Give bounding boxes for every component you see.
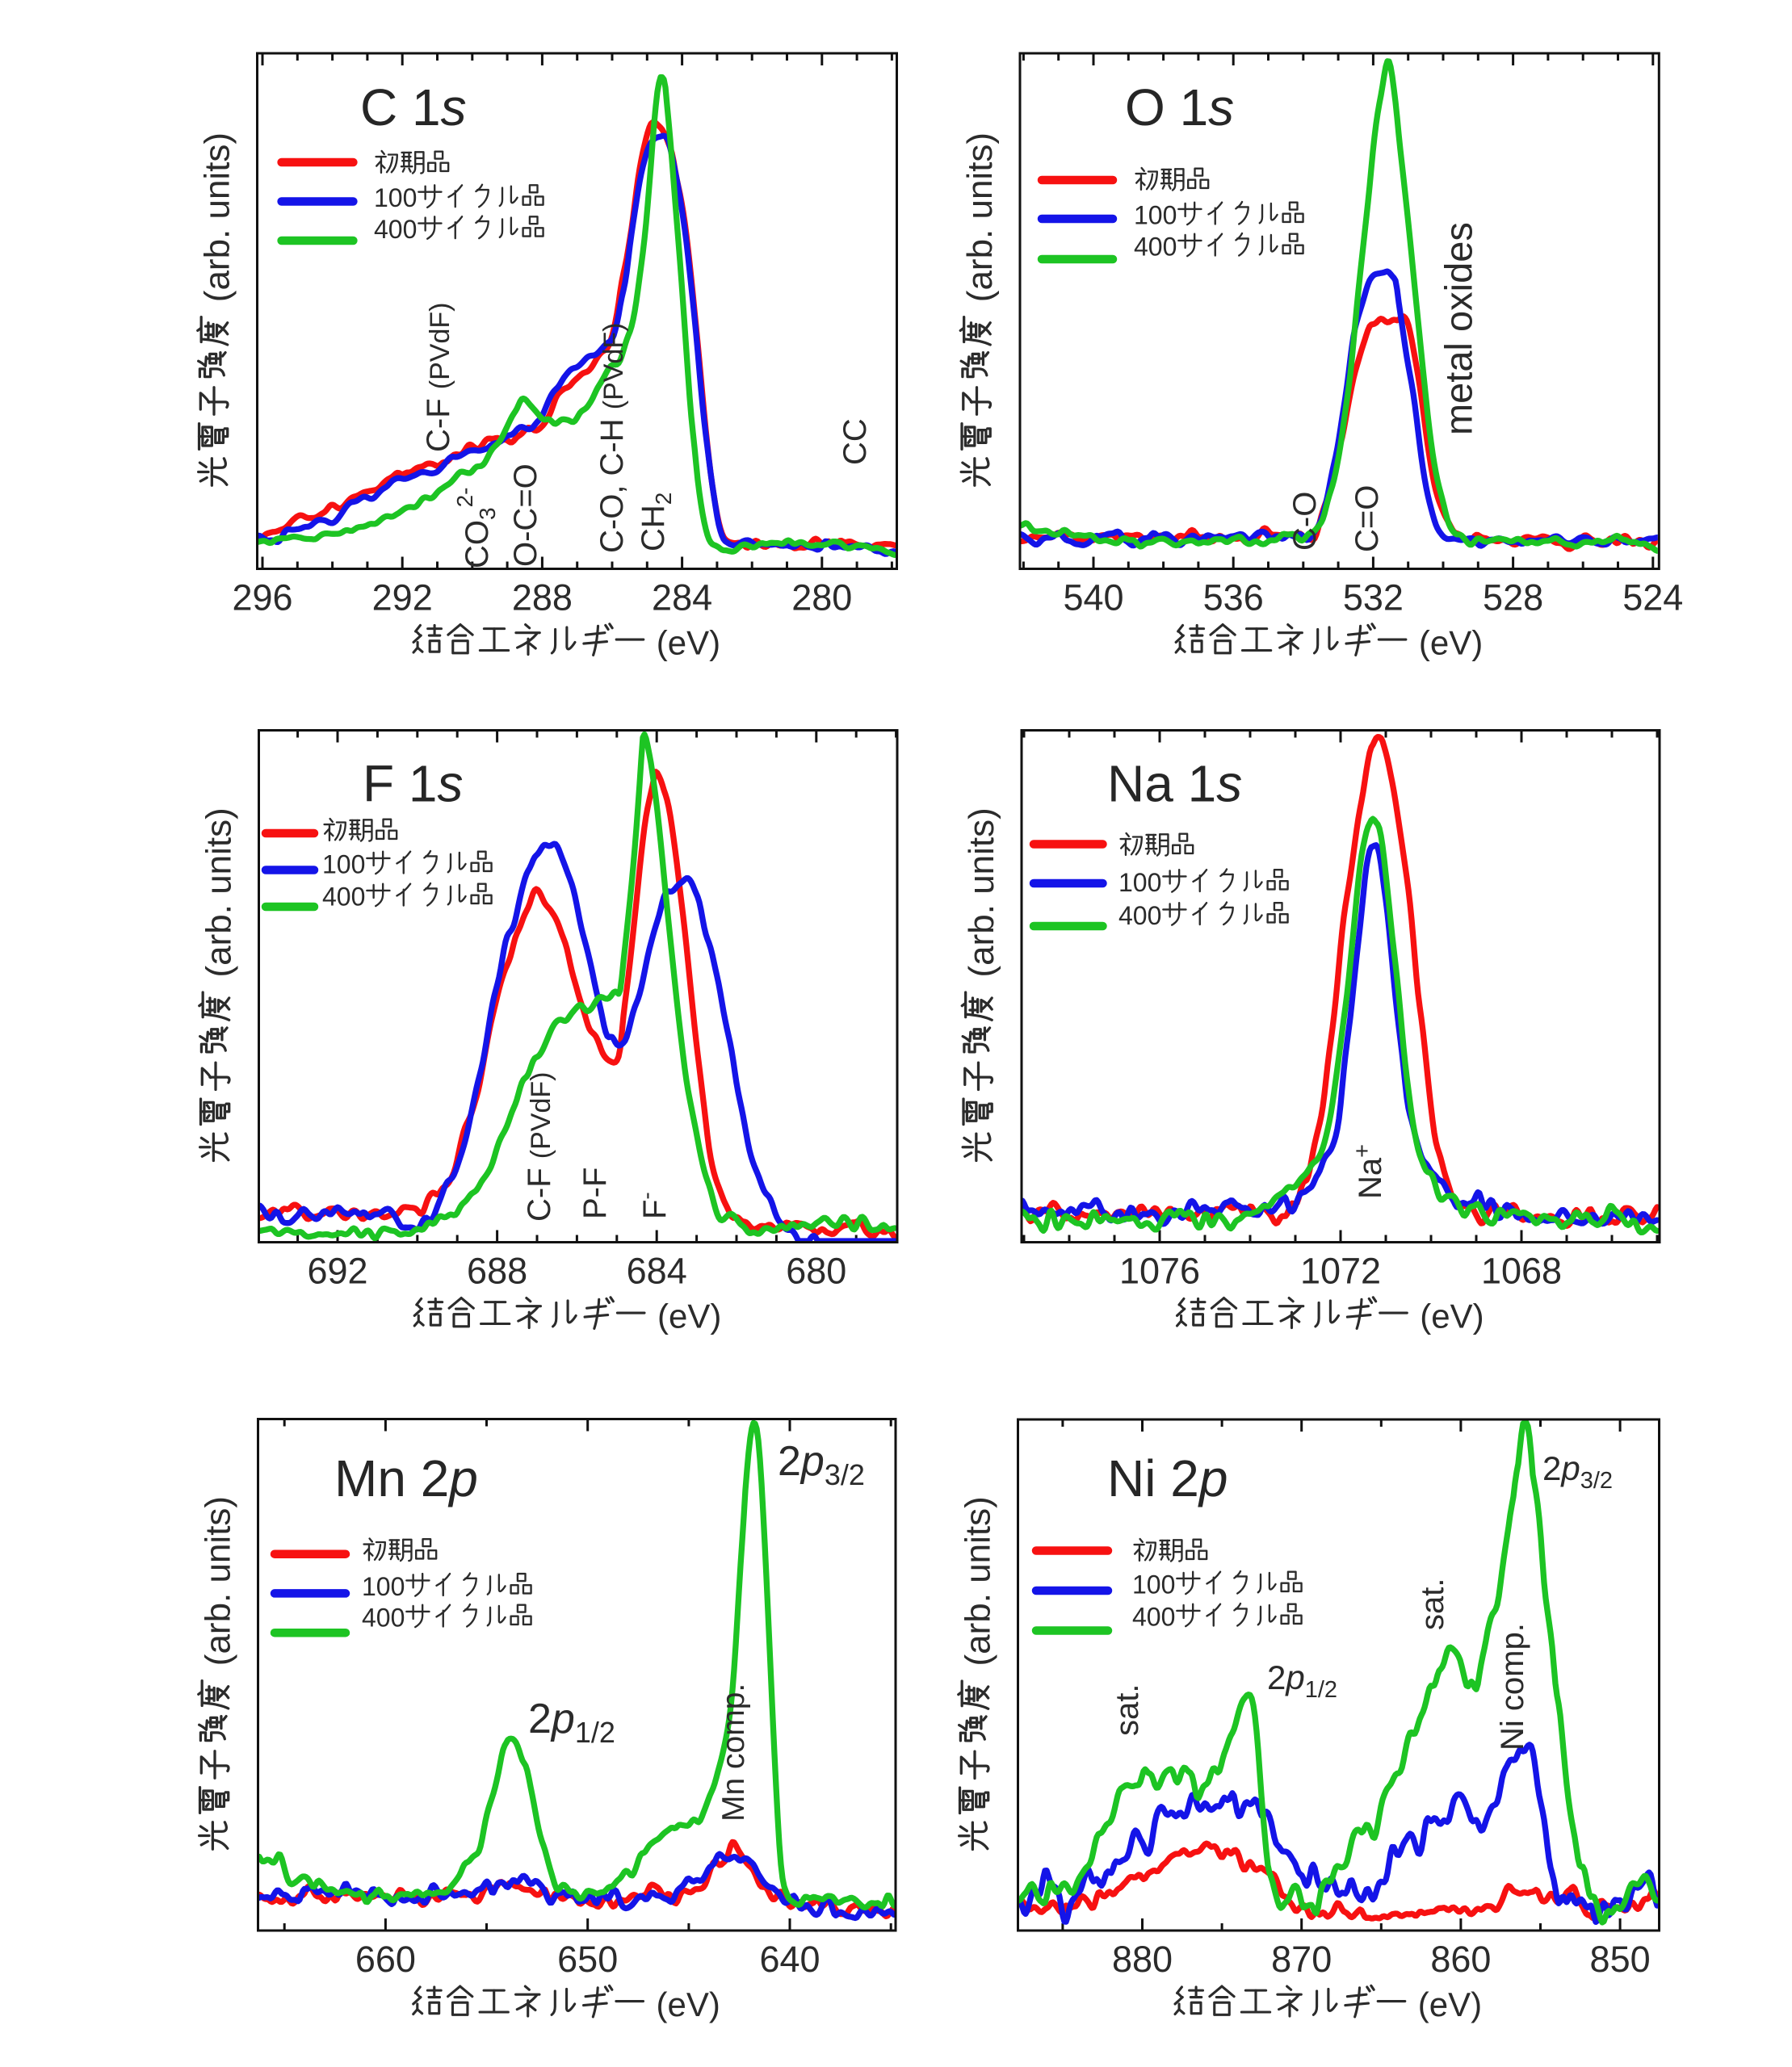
- svg-text:650: 650: [557, 1939, 618, 1980]
- svg-text:100: 100: [1134, 201, 1177, 230]
- svg-text:(arb. units): (arb. units): [960, 132, 1000, 302]
- svg-text:CC: CC: [837, 418, 873, 465]
- svg-text:(arb. units): (arb. units): [199, 807, 239, 977]
- svg-text:100: 100: [322, 850, 365, 879]
- svg-text:400: 400: [374, 215, 417, 244]
- svg-text:284: 284: [652, 577, 712, 618]
- svg-text:528: 528: [1483, 577, 1543, 618]
- svg-text:(arb. units): (arb. units): [198, 132, 237, 302]
- svg-text:sat.: sat.: [1110, 1684, 1145, 1736]
- svg-text:O 1s: O 1s: [1125, 78, 1234, 136]
- svg-text:C-O: C-O: [1287, 492, 1323, 551]
- svg-text:296: 296: [232, 577, 292, 618]
- svg-text:C=O: C=O: [1349, 485, 1385, 552]
- svg-text:2p1/2: 2p1/2: [528, 1696, 615, 1749]
- svg-text:870: 870: [1271, 1939, 1332, 1980]
- svg-text:660: 660: [355, 1939, 416, 1980]
- svg-text:Mn comp.: Mn comp.: [716, 1683, 751, 1822]
- svg-text:Mn 2p: Mn 2p: [334, 1449, 478, 1507]
- svg-text:400: 400: [322, 883, 365, 912]
- svg-text:100: 100: [374, 183, 417, 212]
- svg-text:(eV): (eV): [1420, 1298, 1484, 1335]
- svg-text:1076: 1076: [1119, 1251, 1200, 1292]
- svg-text:P-F: P-F: [577, 1168, 613, 1219]
- svg-text:2p3/2: 2p3/2: [1542, 1449, 1613, 1494]
- svg-text:C 1s: C 1s: [360, 78, 467, 136]
- svg-text:288: 288: [512, 577, 573, 618]
- svg-text:400: 400: [1132, 1603, 1175, 1632]
- svg-text:536: 536: [1203, 577, 1264, 618]
- svg-text:C-F (PVdF): C-F (PVdF): [522, 1072, 557, 1222]
- svg-text:metal oxides: metal oxides: [1437, 222, 1480, 435]
- svg-text:(arb. units): (arb. units): [962, 807, 1001, 977]
- svg-text:400: 400: [362, 1604, 405, 1633]
- svg-text:100: 100: [362, 1572, 405, 1601]
- svg-text:Na 1s: Na 1s: [1107, 755, 1242, 813]
- svg-text:1068: 1068: [1481, 1251, 1562, 1292]
- svg-text:(eV): (eV): [657, 624, 720, 662]
- svg-text:Ni comp.: Ni comp.: [1495, 1623, 1530, 1750]
- svg-text:684: 684: [627, 1251, 687, 1292]
- svg-text:1072: 1072: [1300, 1251, 1381, 1292]
- svg-text:524: 524: [1622, 577, 1683, 618]
- svg-text:(eV): (eV): [1419, 624, 1483, 662]
- svg-text:Ni 2p: Ni 2p: [1107, 1449, 1228, 1507]
- svg-text:692: 692: [307, 1251, 367, 1292]
- svg-text:(eV): (eV): [657, 1985, 720, 2023]
- svg-text:(eV): (eV): [1418, 1985, 1482, 2023]
- svg-text:C-O, C-H (PVdF): C-O, C-H (PVdF): [594, 323, 630, 553]
- svg-text:100: 100: [1118, 868, 1161, 897]
- svg-text:680: 680: [786, 1251, 846, 1292]
- svg-text:540: 540: [1063, 577, 1123, 618]
- svg-text:280: 280: [791, 577, 852, 618]
- svg-text:400: 400: [1134, 233, 1177, 262]
- svg-text:640: 640: [759, 1939, 820, 1980]
- svg-text:(arb. units): (arb. units): [199, 1496, 238, 1666]
- svg-text:532: 532: [1343, 577, 1404, 618]
- svg-text:860: 860: [1430, 1939, 1491, 1980]
- svg-text:F 1s: F 1s: [363, 755, 463, 813]
- svg-text:400: 400: [1118, 901, 1161, 930]
- svg-text:O-C=O: O-C=O: [508, 463, 543, 567]
- svg-text:880: 880: [1112, 1939, 1173, 1980]
- svg-text:688: 688: [467, 1251, 527, 1292]
- svg-text:850: 850: [1590, 1939, 1651, 1980]
- svg-text:sat.: sat.: [1415, 1579, 1450, 1630]
- svg-text:100: 100: [1132, 1570, 1175, 1600]
- svg-text:(arb. units): (arb. units): [959, 1496, 998, 1666]
- svg-text:C-F (PVdF): C-F (PVdF): [421, 303, 456, 452]
- svg-text:(eV): (eV): [657, 1298, 721, 1335]
- svg-text:292: 292: [372, 577, 433, 618]
